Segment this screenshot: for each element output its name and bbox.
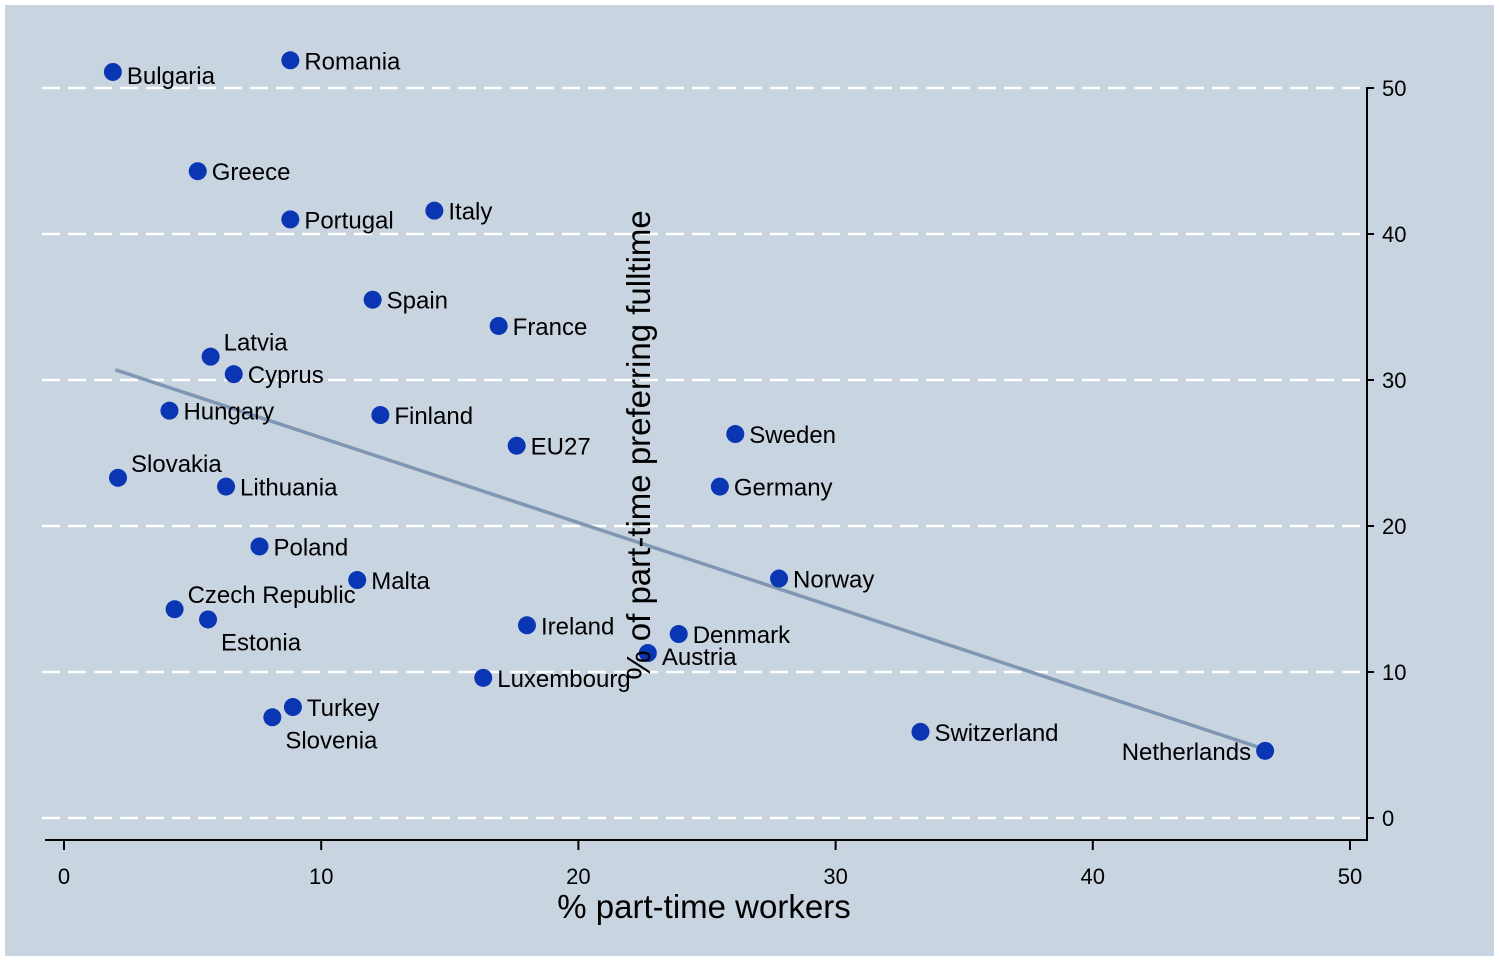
point-label: Norway bbox=[793, 567, 874, 594]
point-label: Slovakia bbox=[131, 451, 222, 478]
point-label: Greece bbox=[212, 159, 291, 186]
x-tick-label: 30 bbox=[823, 864, 847, 889]
y-tick-label: 30 bbox=[1382, 368, 1406, 393]
point-marker bbox=[1256, 741, 1275, 760]
point-label: Poland bbox=[273, 534, 348, 561]
point-label: France bbox=[513, 314, 588, 341]
point-label: Finland bbox=[394, 403, 473, 430]
point-marker bbox=[103, 62, 122, 81]
y-tick-label: 50 bbox=[1382, 76, 1406, 101]
point-label: Sweden bbox=[749, 422, 836, 449]
point-label: Latvia bbox=[224, 330, 289, 357]
point-label: Switzerland bbox=[934, 720, 1058, 747]
point-marker bbox=[726, 425, 745, 444]
point-label: Romania bbox=[304, 48, 401, 75]
point-marker bbox=[363, 290, 382, 309]
point-label: Malta bbox=[371, 568, 430, 595]
point-marker bbox=[710, 477, 729, 496]
point-label: Turkey bbox=[307, 695, 379, 722]
y-tick-label: 10 bbox=[1382, 660, 1406, 685]
point-marker bbox=[160, 401, 179, 420]
point-marker bbox=[425, 201, 444, 220]
point-marker bbox=[217, 477, 236, 496]
point-marker bbox=[199, 610, 218, 629]
fit-line-group bbox=[114, 368, 1266, 752]
point-marker bbox=[489, 316, 508, 335]
point-label: Italy bbox=[448, 199, 492, 226]
point-marker bbox=[281, 210, 300, 229]
x-tick-label: 40 bbox=[1081, 864, 1105, 889]
x-axis-title: % part-time workers bbox=[557, 888, 850, 925]
x-tick-label: 50 bbox=[1338, 864, 1362, 889]
point-label: Czech Republic bbox=[188, 582, 356, 609]
point-label: Denmark bbox=[693, 622, 791, 649]
point-marker bbox=[911, 722, 930, 741]
point-label: Netherlands bbox=[1122, 739, 1251, 766]
point-label: Hungary bbox=[183, 399, 274, 426]
point-label: Germany bbox=[734, 475, 833, 502]
y-tick-label: 0 bbox=[1382, 806, 1394, 831]
x-tick-label: 10 bbox=[309, 864, 333, 889]
point-marker bbox=[770, 569, 789, 588]
point-marker bbox=[348, 571, 367, 590]
point-label: Bulgaria bbox=[127, 63, 216, 90]
y-tick-label: 20 bbox=[1382, 514, 1406, 539]
point-label: Ireland bbox=[541, 613, 614, 640]
point-marker bbox=[638, 644, 657, 663]
gridlines bbox=[42, 86, 1366, 820]
point-marker bbox=[109, 468, 128, 487]
point-marker bbox=[165, 600, 184, 619]
fit-line bbox=[114, 368, 1266, 752]
point-label: Lithuania bbox=[240, 475, 338, 502]
point-label: Slovenia bbox=[285, 727, 378, 754]
y-tick-label: 40 bbox=[1382, 222, 1406, 247]
point-marker bbox=[281, 51, 300, 70]
point-marker bbox=[250, 537, 269, 556]
axes: 0 10 20 30 40 50 0 10 20 30 40 50 bbox=[45, 76, 1406, 889]
point-marker bbox=[517, 616, 536, 635]
point-label: Cyprus bbox=[248, 362, 324, 389]
point-label: Luxembourg bbox=[497, 666, 630, 693]
point-label: EU27 bbox=[531, 434, 591, 461]
point-marker bbox=[371, 406, 390, 425]
y-axis-title: % of part-time preferring fulltime bbox=[620, 210, 657, 680]
x-tick-label: 20 bbox=[566, 864, 590, 889]
graph-region bbox=[5, 5, 1494, 956]
point-marker bbox=[224, 365, 243, 384]
point-marker bbox=[263, 708, 282, 727]
point-marker bbox=[188, 162, 207, 181]
point-label: Austria bbox=[662, 644, 737, 671]
point-marker bbox=[201, 347, 220, 366]
point-label: Spain bbox=[387, 288, 448, 315]
point-marker bbox=[507, 436, 526, 455]
points-group: Bulgaria Romania Greece Italy Portugal Spain F… bbox=[103, 48, 1275, 766]
point-label: Estonia bbox=[221, 629, 302, 656]
point-label: Portugal bbox=[304, 207, 393, 234]
x-tick-label: 0 bbox=[58, 864, 70, 889]
point-marker bbox=[669, 625, 688, 644]
point-marker bbox=[283, 698, 302, 717]
point-marker bbox=[474, 668, 493, 687]
